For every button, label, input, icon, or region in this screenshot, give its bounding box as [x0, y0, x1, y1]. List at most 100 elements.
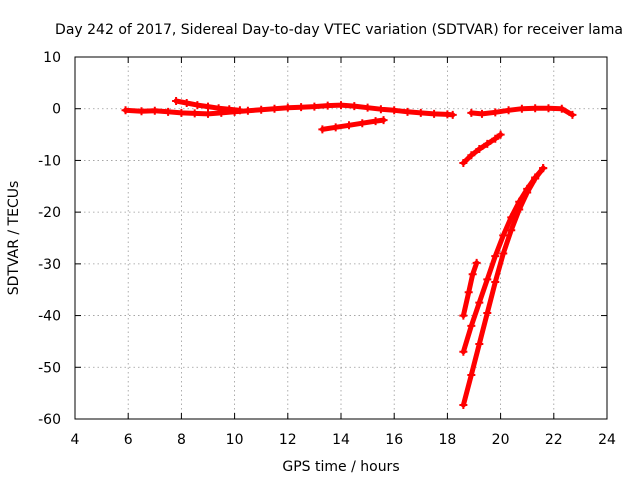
x-axis-label: GPS time / hours [282, 459, 399, 475]
y-tick-labels: 10 0 -10 -20 -30 -40 -50 -60 [38, 50, 61, 428]
series-5 [459, 130, 505, 168]
data-point [190, 109, 199, 118]
data-point [225, 105, 234, 114]
data-point [499, 249, 508, 258]
data-point [172, 96, 181, 105]
data-point [390, 106, 399, 115]
series-track [460, 165, 546, 408]
x-tick-label: 22 [545, 432, 563, 448]
data-point [464, 288, 473, 297]
data-point [297, 103, 306, 112]
data-point [323, 101, 332, 110]
x-tick-label: 24 [598, 432, 616, 448]
data-point [496, 130, 505, 139]
data-point [475, 340, 484, 349]
data-point [499, 231, 508, 240]
x-tick-label: 8 [177, 432, 186, 448]
data-point [358, 119, 367, 128]
series-1 [121, 101, 457, 119]
x-tick-label: 10 [226, 432, 244, 448]
y-tick-label: -20 [38, 205, 61, 221]
data-point [515, 205, 524, 214]
x-tick-label: 12 [279, 432, 297, 448]
data-point [214, 104, 223, 113]
data-point [182, 99, 191, 108]
data-point [475, 298, 484, 307]
data-point [283, 103, 292, 112]
y-axis-label: SDTVAR / TECUs [6, 181, 22, 296]
y-tick-label: -10 [38, 153, 61, 169]
data-point [331, 123, 340, 132]
series-track [460, 260, 480, 319]
data-point [204, 109, 212, 118]
x-tick-label: 20 [492, 432, 510, 448]
data-point [350, 102, 359, 111]
data-point [459, 159, 468, 168]
y-tick-label: -40 [38, 309, 61, 325]
data-point [416, 108, 425, 117]
y-tick-label: 10 [43, 50, 61, 66]
data-point [507, 226, 516, 235]
y-tick-label: -30 [38, 257, 61, 273]
data-layer [121, 96, 577, 410]
series-8 [459, 164, 548, 410]
data-point [448, 110, 457, 119]
data-point [531, 174, 540, 183]
data-point [467, 151, 476, 160]
chart-title: Day 242 of 2017, Sidereal Day-to-day VTE… [55, 22, 623, 38]
data-point [491, 277, 500, 286]
tick-marks [74, 56, 608, 420]
data-point [504, 106, 513, 115]
data-point [177, 108, 186, 117]
x-tick-label: 18 [438, 432, 456, 448]
data-point [467, 371, 476, 380]
data-point [337, 101, 345, 110]
data-point [270, 104, 279, 113]
data-point [539, 164, 548, 173]
series-2 [172, 96, 244, 115]
x-tick-label: 4 [71, 432, 80, 448]
data-point [467, 321, 476, 330]
data-point [531, 104, 540, 113]
data-point [164, 107, 173, 116]
data-point [376, 105, 385, 114]
data-point [379, 116, 388, 125]
data-point [491, 134, 500, 143]
data-point [243, 106, 252, 115]
data-point [150, 106, 159, 115]
data-point [544, 104, 553, 113]
data-point [467, 108, 476, 117]
x-tick-label: 14 [332, 432, 350, 448]
data-point [459, 401, 468, 410]
series-track [123, 102, 456, 118]
data-point [475, 145, 484, 154]
x-tick-label: 6 [124, 432, 133, 448]
data-point [517, 104, 526, 113]
data-point [310, 102, 319, 111]
data-point [523, 188, 532, 197]
data-point [403, 107, 412, 116]
data-point [121, 106, 130, 115]
data-point [459, 347, 468, 356]
data-point [363, 103, 372, 112]
data-point [491, 252, 500, 261]
data-point [137, 107, 146, 116]
series-4 [467, 104, 577, 119]
data-point [477, 109, 486, 118]
data-point [430, 109, 439, 118]
series-6 [459, 258, 481, 320]
x-tick-labels: 4 6 8 10 12 14 16 18 20 22 24 [71, 432, 616, 448]
data-point [568, 110, 577, 119]
data-point [468, 270, 477, 279]
data-point [483, 308, 492, 317]
data-point [193, 101, 202, 110]
series-3 [318, 116, 388, 134]
data-point [204, 102, 212, 111]
data-point [557, 104, 566, 113]
data-point [344, 121, 353, 130]
data-point [483, 139, 492, 148]
data-point [472, 258, 481, 267]
data-point [318, 125, 327, 134]
y-tick-label: -60 [38, 412, 61, 428]
